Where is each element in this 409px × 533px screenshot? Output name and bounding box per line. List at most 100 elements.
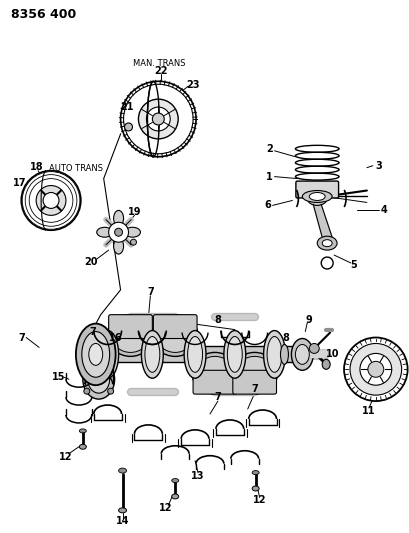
Text: 12: 12 bbox=[252, 495, 266, 505]
Text: 17: 17 bbox=[13, 177, 26, 188]
Text: 7: 7 bbox=[89, 327, 96, 336]
Ellipse shape bbox=[97, 227, 112, 237]
FancyBboxPatch shape bbox=[108, 314, 152, 338]
Ellipse shape bbox=[266, 336, 281, 372]
Text: 5: 5 bbox=[350, 260, 357, 270]
Ellipse shape bbox=[113, 238, 123, 254]
Text: 15: 15 bbox=[52, 372, 65, 382]
Ellipse shape bbox=[83, 359, 115, 399]
Ellipse shape bbox=[171, 479, 178, 482]
FancyBboxPatch shape bbox=[295, 181, 338, 198]
Ellipse shape bbox=[88, 365, 109, 393]
Circle shape bbox=[152, 113, 164, 125]
Circle shape bbox=[367, 361, 383, 377]
Text: 7: 7 bbox=[147, 287, 153, 297]
Circle shape bbox=[83, 388, 90, 394]
Ellipse shape bbox=[227, 336, 242, 372]
Circle shape bbox=[108, 222, 128, 242]
Text: 12: 12 bbox=[158, 503, 172, 513]
Ellipse shape bbox=[307, 191, 326, 205]
Circle shape bbox=[120, 81, 196, 157]
Text: 21: 21 bbox=[119, 102, 133, 112]
Text: 13: 13 bbox=[191, 471, 204, 481]
Ellipse shape bbox=[79, 429, 86, 433]
Ellipse shape bbox=[184, 330, 205, 378]
Circle shape bbox=[359, 353, 391, 385]
Ellipse shape bbox=[235, 357, 273, 390]
Circle shape bbox=[343, 337, 407, 401]
Ellipse shape bbox=[118, 468, 126, 473]
Ellipse shape bbox=[97, 330, 118, 378]
Circle shape bbox=[308, 343, 319, 353]
Circle shape bbox=[21, 171, 81, 230]
Ellipse shape bbox=[76, 324, 115, 385]
Text: AUTO TRANS: AUTO TRANS bbox=[49, 164, 103, 173]
Text: 9: 9 bbox=[305, 314, 312, 325]
Text: 1: 1 bbox=[265, 172, 272, 182]
Ellipse shape bbox=[196, 357, 233, 390]
Ellipse shape bbox=[113, 211, 123, 227]
Circle shape bbox=[36, 185, 66, 215]
Text: 18: 18 bbox=[30, 161, 44, 172]
Ellipse shape bbox=[231, 352, 277, 394]
Ellipse shape bbox=[111, 319, 149, 352]
Ellipse shape bbox=[79, 445, 86, 449]
Circle shape bbox=[349, 343, 401, 395]
Ellipse shape bbox=[100, 336, 115, 372]
Text: 7: 7 bbox=[214, 392, 221, 402]
Text: 11: 11 bbox=[361, 406, 375, 416]
Circle shape bbox=[130, 239, 136, 245]
Text: 14: 14 bbox=[115, 516, 129, 526]
FancyBboxPatch shape bbox=[153, 314, 197, 338]
Ellipse shape bbox=[156, 319, 193, 352]
Text: 8356 400: 8356 400 bbox=[11, 8, 76, 21]
FancyBboxPatch shape bbox=[193, 370, 236, 394]
Text: 3: 3 bbox=[375, 160, 381, 171]
Text: 20: 20 bbox=[84, 257, 97, 267]
Ellipse shape bbox=[294, 344, 308, 365]
Ellipse shape bbox=[187, 336, 202, 372]
Circle shape bbox=[108, 388, 113, 394]
Text: MAN. TRANS: MAN. TRANS bbox=[133, 59, 186, 68]
Ellipse shape bbox=[118, 508, 126, 513]
Ellipse shape bbox=[280, 344, 288, 365]
Text: 10: 10 bbox=[326, 350, 339, 359]
Ellipse shape bbox=[171, 494, 178, 499]
Ellipse shape bbox=[317, 236, 336, 250]
Text: 8: 8 bbox=[281, 333, 288, 343]
Text: 8: 8 bbox=[214, 314, 221, 325]
Ellipse shape bbox=[124, 227, 140, 237]
Ellipse shape bbox=[252, 471, 258, 474]
Ellipse shape bbox=[192, 352, 237, 394]
Ellipse shape bbox=[321, 240, 331, 247]
Circle shape bbox=[146, 107, 170, 131]
Ellipse shape bbox=[144, 336, 160, 372]
Ellipse shape bbox=[89, 343, 102, 365]
Ellipse shape bbox=[308, 192, 324, 200]
Text: 6: 6 bbox=[263, 200, 270, 211]
Text: 23: 23 bbox=[186, 80, 199, 90]
FancyBboxPatch shape bbox=[232, 370, 276, 394]
FancyBboxPatch shape bbox=[85, 346, 294, 362]
Ellipse shape bbox=[291, 338, 312, 370]
Text: 4: 4 bbox=[380, 205, 386, 215]
Text: 7: 7 bbox=[18, 333, 25, 343]
Text: 2: 2 bbox=[265, 144, 272, 154]
Text: 7: 7 bbox=[251, 384, 257, 394]
Ellipse shape bbox=[152, 314, 198, 357]
Circle shape bbox=[124, 123, 132, 131]
Circle shape bbox=[43, 192, 59, 208]
Text: 19: 19 bbox=[128, 207, 141, 217]
Polygon shape bbox=[312, 205, 331, 237]
Ellipse shape bbox=[141, 330, 163, 378]
Circle shape bbox=[138, 99, 178, 139]
Ellipse shape bbox=[252, 486, 258, 491]
Ellipse shape bbox=[263, 330, 285, 378]
Text: 16: 16 bbox=[109, 333, 122, 343]
Ellipse shape bbox=[108, 314, 153, 357]
Text: 22: 22 bbox=[154, 66, 168, 76]
Ellipse shape bbox=[82, 332, 109, 377]
Ellipse shape bbox=[301, 190, 331, 203]
Ellipse shape bbox=[321, 359, 329, 369]
Circle shape bbox=[115, 228, 122, 236]
